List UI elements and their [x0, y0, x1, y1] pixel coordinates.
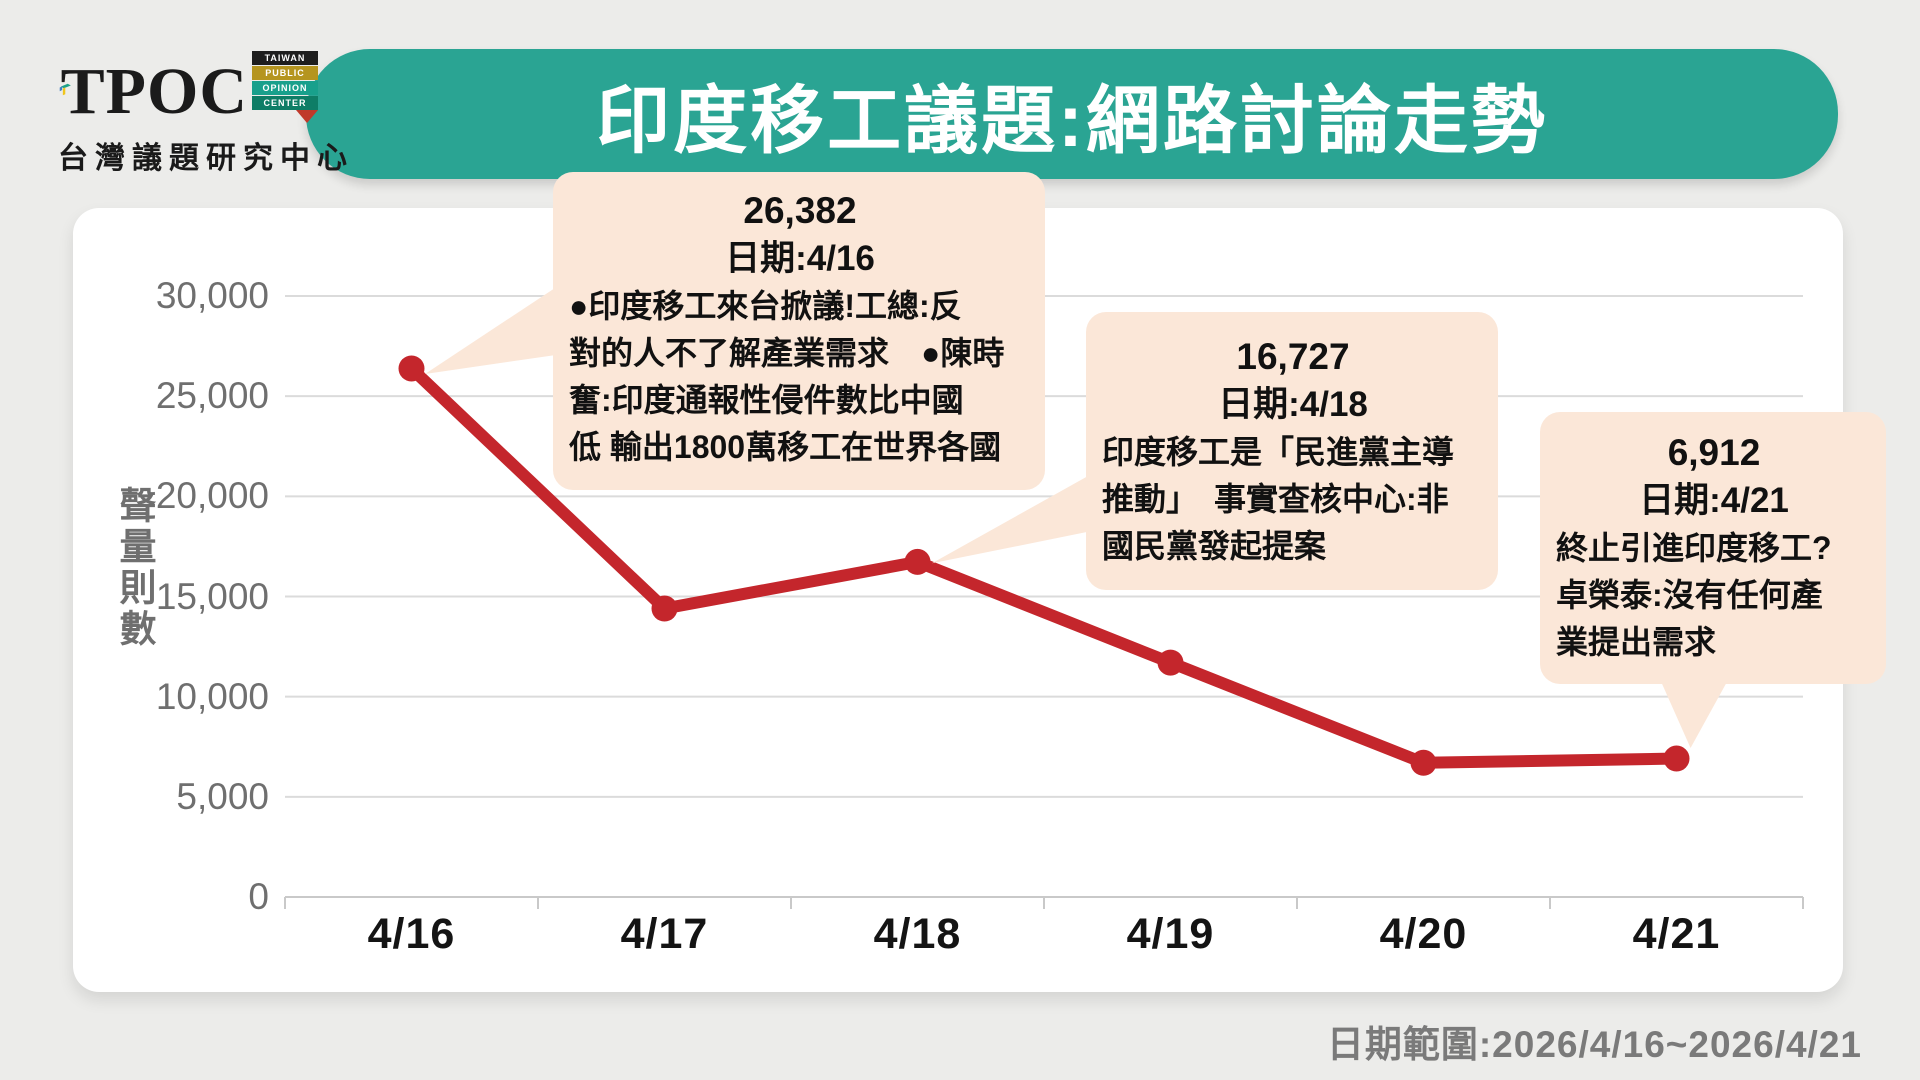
logo-subtitle: 台灣議題研究中心 [58, 142, 354, 175]
tpoc-logo-row: TPOC TAIWAN PUBLIC OPINION CENTER [58, 50, 318, 125]
x-tick-label-4/18: 4/18 [873, 910, 962, 958]
y-axis-title: 聲量則數 [114, 486, 155, 650]
x-tick-label-4/16: 4/16 [367, 910, 456, 958]
y-tick-label-0: 0 [248, 876, 269, 917]
x-tick-label-4/19: 4/19 [1126, 910, 1215, 958]
callout-416: 26,382 日期:4/16 ●印度移工來台掀議!工總:反 對的人不了解產業需求… [553, 172, 1045, 490]
callout-418: 16,727 日期:4/18 印度移工是「民進黨主導 推動」 事實查核中心:非 … [1086, 312, 1498, 590]
x-tick-label-4/21: 4/21 [1632, 910, 1721, 958]
callout-418-date: 日期:4/18 [1218, 385, 1368, 424]
tpoc-logo-mark-icon [59, 83, 71, 96]
y-tick-label-15000: 15,000 [155, 575, 269, 617]
data-point-4/21 [1663, 745, 1690, 772]
y-tick-label-10000: 10,000 [155, 675, 269, 717]
callout-416-date: 日期:4/16 [725, 239, 875, 278]
date-range-label: 日期範圍:2026/4/16~2026/4/21 [1326, 1024, 1862, 1065]
logo-pennant-icon [296, 110, 318, 123]
x-tick-label-4/20: 4/20 [1379, 910, 1468, 958]
logo-badge-opinion: OPINION [252, 81, 318, 95]
x-tick-label-4/17: 4/17 [620, 910, 709, 958]
title-banner: 印度移工議題:網路討論走勢 [306, 49, 1838, 179]
logo-badge-center: CENTER [252, 96, 318, 110]
callout-421: 6,912 日期:4/21 終止引進印度移工? 卓榮泰:沒有任何產 業提出需求 [1540, 412, 1886, 684]
logo-wordmark: TPOC [60, 55, 248, 128]
logo-badge-public: PUBLIC [252, 66, 318, 80]
trend-line [405, 362, 1683, 769]
logo-badge-stack: TAIWAN PUBLIC OPINION CENTER [252, 50, 318, 123]
callout-418-body: 印度移工是「民進黨主導 推動」 事實查核中心:非 國民黨發起提案 [1102, 434, 1455, 564]
y-tick-label-20000: 20,000 [155, 475, 269, 517]
y-tick-label-30000: 30,000 [155, 275, 269, 316]
callout-421-value: 6,912 [1667, 432, 1761, 473]
callout-421-body: 終止引進印度移工? 卓榮泰:沒有任何產 業提出需求 [1556, 530, 1832, 660]
page-title: 印度移工議題:網路討論走勢 [596, 78, 1548, 162]
callout-416-value: 26,382 [743, 190, 857, 231]
tpoc-logo: TPOC TAIWAN PUBLIC OPINION CENTER 台灣議題研究… [58, 50, 354, 177]
data-point-4/16 [398, 355, 425, 382]
data-point-4/18 [904, 548, 931, 575]
y-tick-label-25000: 25,000 [155, 375, 269, 417]
callout-418-value: 16,727 [1236, 336, 1350, 377]
data-point-4/20 [1410, 749, 1437, 776]
data-point-4/17 [651, 595, 678, 622]
y-tick-label-5000: 5,000 [176, 775, 269, 817]
data-point-4/19 [1157, 649, 1184, 676]
logo-badge-taiwan: TAIWAN [252, 51, 318, 65]
callout-421-date: 日期:4/21 [1639, 481, 1789, 520]
callout-416-body: ●印度移工來台掀議!工總:反 對的人不了解產業需求 ●陳時 奮:印度通報性侵件數… [569, 288, 1005, 465]
